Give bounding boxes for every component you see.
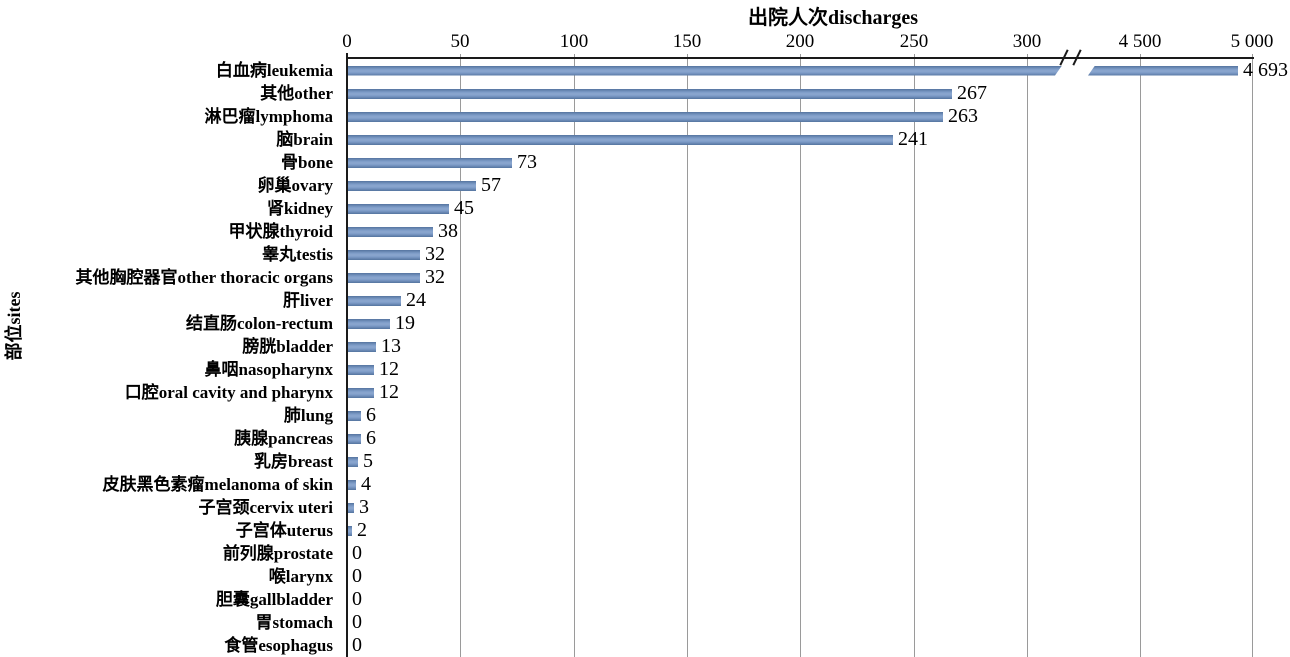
bar-segment-before-break [347,66,1062,76]
bar [347,387,374,398]
x-axis-line [346,57,1254,59]
chart-title: 出院人次discharges [748,7,918,29]
bar [347,226,433,237]
bar [347,272,420,283]
value-label: 13 [381,335,401,357]
value-label: 6 [366,404,376,426]
value-label: 38 [438,220,458,242]
bar [347,364,374,375]
value-label: 263 [948,105,978,127]
bar [347,157,512,168]
value-label: 0 [352,611,362,633]
bar [347,456,358,467]
bar [347,88,952,99]
bar [347,249,420,260]
category-label: 胃stomach [255,613,333,632]
value-label: 12 [379,358,399,380]
value-label: 3 [359,496,369,518]
gridline [1252,54,1253,657]
gridline [800,54,801,657]
x-tick-label: 100 [559,31,589,52]
category-label: 甲状腺thyroid [228,222,333,241]
value-label: 5 [363,450,373,472]
gridline [1027,54,1028,657]
value-label: 241 [898,128,928,150]
value-label: 0 [352,588,362,610]
category-label: 脑brain [276,130,333,149]
category-label: 睾丸testis [262,245,333,264]
category-label: 其他胸腔器官other thoracic organs [75,268,334,287]
value-label: 19 [395,312,415,334]
bar [347,410,361,421]
value-label: 12 [379,381,399,403]
bar [347,318,390,329]
category-label: 结直肠colon-rectum [186,314,333,333]
bar [347,111,943,122]
bar [347,134,893,145]
value-label: 4 693 [1243,59,1288,81]
plot-area: 4 693 267 263 241 73 57 45 38 32 32 24 19 13 12 12 6 6 5 4… [347,49,1288,657]
category-label: 肾kidney [266,199,333,218]
bar [347,502,354,513]
category-label: 子宫颈cervix uteri [198,498,333,517]
category-label: 白血病leukemia [215,61,333,80]
category-label: 喉larynx [268,567,333,586]
bar [347,180,476,191]
x-tick-label: 50 [450,31,470,52]
bar [347,341,376,352]
x-tick-label: 150 [672,31,702,52]
value-label: 4 [361,473,371,495]
category-label: 卵巢ovary [257,176,333,195]
category-label: 口腔oral cavity and pharynx [124,383,333,402]
value-label: 57 [481,174,501,196]
value-label: 0 [352,542,362,564]
category-label: 乳房breast [253,452,333,471]
gridline [914,54,915,657]
value-label: 0 [352,565,362,587]
value-label: 32 [425,266,445,288]
category-label: 其他other [260,84,333,103]
bar [347,479,356,490]
bar [347,203,449,214]
category-label: 子宫体uterus [235,521,333,540]
category-label: 皮肤黑色素瘤melanoma of skin [102,475,333,494]
y-axis-line [346,53,348,657]
gridline [1140,54,1141,657]
x-tick-label: 4 500 [1118,31,1162,52]
category-label: 前列腺prostate [222,544,333,563]
category-label: 鼻咽nasopharynx [204,360,333,379]
value-label: 24 [406,289,426,311]
gridline [460,54,461,657]
x-tick-label: 300 [1012,31,1042,52]
value-label: 0 [352,634,362,656]
value-label: 32 [425,243,445,265]
x-tick-label: 200 [785,31,815,52]
category-label: 肝liver [282,291,333,310]
value-label: 6 [366,427,376,449]
category-label: 肺lung [283,406,333,425]
x-tick-label: 5 000 [1230,31,1274,52]
value-label: 2 [357,519,367,541]
gridline [687,54,688,657]
x-tick-label: 0 [342,31,352,52]
x-tick-label: 250 [899,31,929,52]
gridline [574,54,575,657]
bar [347,295,401,306]
value-label: 45 [454,197,474,219]
category-label: 胆囊gallbladder [215,590,333,609]
bar [347,433,361,444]
category-label: 胰腺pancreas [234,429,333,448]
category-label: 膀胱bladder [242,337,333,356]
bar-segment-after-break [1088,65,1238,76]
category-label: 食管esophagus [224,636,333,655]
category-label: 淋巴瘤lymphoma [204,107,333,126]
value-label: 73 [517,151,537,173]
category-label: 骨bone [281,153,333,172]
value-label: 267 [957,82,987,104]
bar [347,525,352,536]
